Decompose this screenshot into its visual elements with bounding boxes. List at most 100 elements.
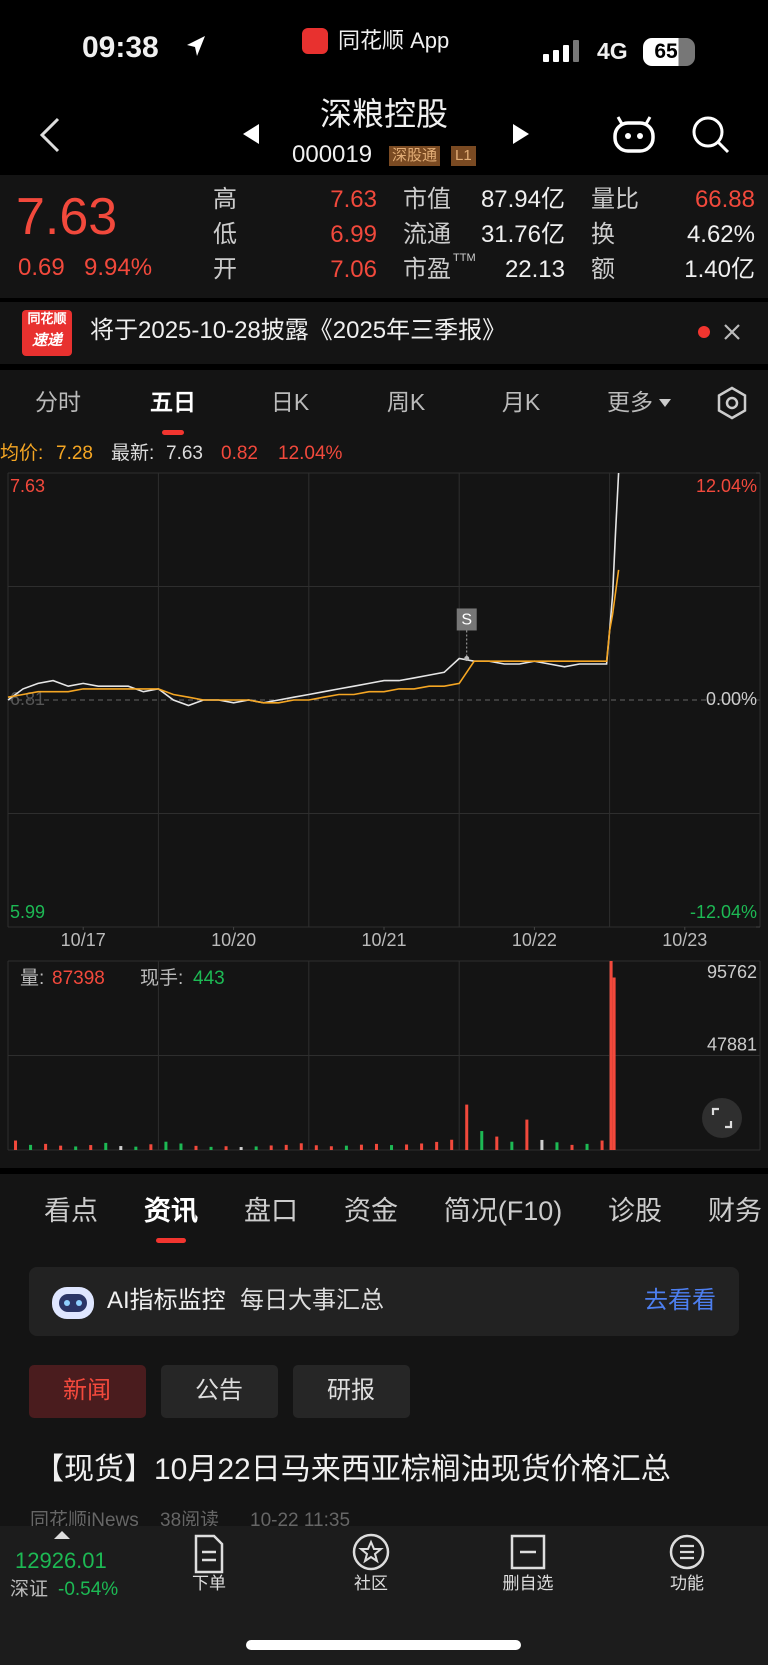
volume-bar bbox=[344, 1145, 348, 1150]
avg-label: 均价: bbox=[0, 443, 44, 464]
volume-label: 量: bbox=[20, 968, 44, 989]
top-bar bbox=[0, 0, 768, 175]
chip[interactable] bbox=[293, 1365, 410, 1418]
search-button[interactable] bbox=[690, 114, 732, 156]
volume-bar bbox=[450, 1139, 454, 1150]
stat-label: 高 bbox=[213, 186, 237, 213]
nav-label[interactable]: 社区 bbox=[354, 1574, 388, 1593]
news-tab[interactable]: 看点 bbox=[44, 1196, 98, 1226]
x-tick-label: 10/22 bbox=[512, 930, 557, 950]
chart-tab[interactable]: 月K bbox=[501, 389, 541, 415]
volume-bar bbox=[179, 1143, 183, 1150]
notice-badge bbox=[22, 310, 72, 356]
annotation-point bbox=[464, 655, 470, 661]
back-button[interactable] bbox=[36, 116, 64, 154]
stat-label: 换 bbox=[591, 221, 615, 248]
volume-bar bbox=[495, 1136, 499, 1150]
network: 4G bbox=[597, 38, 628, 64]
chart-tab[interactable]: 日K bbox=[270, 389, 310, 415]
avg-price: 7.28 bbox=[56, 443, 93, 464]
latest-change: 0.82 bbox=[221, 443, 258, 464]
index-value[interactable]: 12926.01 bbox=[15, 1548, 107, 1573]
nav-label[interactable]: 功能 bbox=[670, 1574, 704, 1593]
info-panel bbox=[0, 1174, 768, 1534]
volume-bar bbox=[239, 1147, 243, 1150]
nav-label[interactable]: 删自选 bbox=[502, 1574, 554, 1593]
quote-panel bbox=[0, 175, 768, 298]
badge-top: 同花顺 bbox=[27, 311, 67, 326]
series-line bbox=[7, 569, 620, 704]
chip-label: 新闻 bbox=[63, 1377, 111, 1404]
tab-underline bbox=[162, 430, 184, 435]
chart-tab[interactable]: 更多 bbox=[607, 389, 653, 415]
volume-bar bbox=[600, 1140, 604, 1150]
volume-bar bbox=[254, 1146, 258, 1150]
volume-bar bbox=[390, 1145, 394, 1150]
annotation-box bbox=[456, 608, 477, 631]
chip-label: 公告 bbox=[195, 1377, 243, 1404]
volume-bar bbox=[555, 1142, 559, 1150]
y-tick-label: 5.99 bbox=[10, 902, 45, 922]
x-tick-label: 10/20 bbox=[211, 930, 256, 950]
volume-bar bbox=[314, 1145, 318, 1150]
news-reads: 38阅读 bbox=[160, 1510, 220, 1531]
fullscreen-button[interactable] bbox=[702, 1098, 742, 1138]
volume-bar bbox=[89, 1145, 93, 1150]
chart-panel bbox=[0, 370, 768, 1168]
tag: 深股通 bbox=[389, 146, 441, 166]
ai-bar[interactable] bbox=[29, 1267, 739, 1336]
home-indicator bbox=[246, 1640, 521, 1650]
x-tick-label: 10/23 bbox=[662, 930, 707, 950]
price-change-pct: 9.94% bbox=[84, 254, 153, 281]
chart-tab[interactable]: 分时 bbox=[35, 389, 81, 415]
app-icon bbox=[302, 28, 328, 54]
more-caret bbox=[659, 399, 671, 407]
latest-price: 7.63 bbox=[166, 443, 203, 464]
chart-tab[interactable]: 五日 bbox=[150, 389, 196, 415]
stat-label: 低 bbox=[213, 221, 237, 248]
close-notice[interactable] bbox=[723, 323, 741, 341]
volume-bar bbox=[480, 1131, 484, 1150]
nav-label[interactable]: 下单 bbox=[192, 1574, 226, 1593]
volume-bar bbox=[284, 1144, 288, 1150]
news-source: 同花顺iNews bbox=[30, 1510, 139, 1531]
stat-value: 31.76亿 bbox=[480, 221, 565, 248]
index-caret bbox=[54, 1531, 70, 1539]
price-change: 0.69 bbox=[18, 254, 65, 281]
news-tab-underline bbox=[156, 1238, 186, 1243]
settings-button[interactable] bbox=[715, 386, 749, 420]
news-tab[interactable]: 诊股 bbox=[608, 1196, 662, 1226]
volume-bar bbox=[119, 1146, 123, 1150]
news-tab[interactable]: 简况(F10) bbox=[443, 1196, 563, 1226]
news-tab[interactable]: 资讯 bbox=[144, 1196, 198, 1226]
volume-bar bbox=[29, 1144, 33, 1150]
chart-tab[interactable]: 周K bbox=[386, 389, 426, 415]
news-tab[interactable]: 财务 bbox=[708, 1196, 762, 1226]
volume-bar bbox=[359, 1144, 363, 1150]
y2-tick-label: 12.04% bbox=[696, 476, 757, 496]
prev-stock[interactable] bbox=[239, 122, 263, 146]
stat-value: 7.63 bbox=[330, 186, 377, 213]
stat-value: 66.88 bbox=[694, 186, 755, 213]
next-stock[interactable] bbox=[509, 122, 533, 146]
latest-change-pct: 12.04% bbox=[278, 443, 343, 464]
y-tick-label: 7.63 bbox=[10, 476, 45, 496]
last-price: 7.63 bbox=[16, 188, 118, 246]
news-tab[interactable]: 资金 bbox=[344, 1196, 398, 1226]
volume-bar bbox=[224, 1146, 228, 1150]
volume-bar bbox=[465, 1104, 469, 1150]
chip[interactable] bbox=[29, 1365, 146, 1418]
x-tick-label: 10/21 bbox=[361, 930, 406, 950]
stat-label: 市盈 bbox=[403, 256, 451, 283]
news-tab[interactable]: 盘口 bbox=[244, 1196, 298, 1226]
notice-text[interactable]: 将于2025-10-28披露《2025年三季报》 bbox=[90, 317, 507, 344]
chip[interactable] bbox=[161, 1365, 278, 1418]
series-line bbox=[7, 472, 620, 707]
volume-bar bbox=[612, 977, 616, 1150]
volume-bar bbox=[14, 1140, 18, 1150]
annotation-label: S bbox=[461, 612, 472, 629]
news-title[interactable]: 【现货】10月22日马来西亚棕榈油现货价格汇总 bbox=[34, 1453, 671, 1486]
ai-action[interactable]: 去看看 bbox=[644, 1287, 716, 1314]
stat-label: 流通 bbox=[403, 221, 451, 248]
robot-button[interactable] bbox=[612, 115, 656, 155]
